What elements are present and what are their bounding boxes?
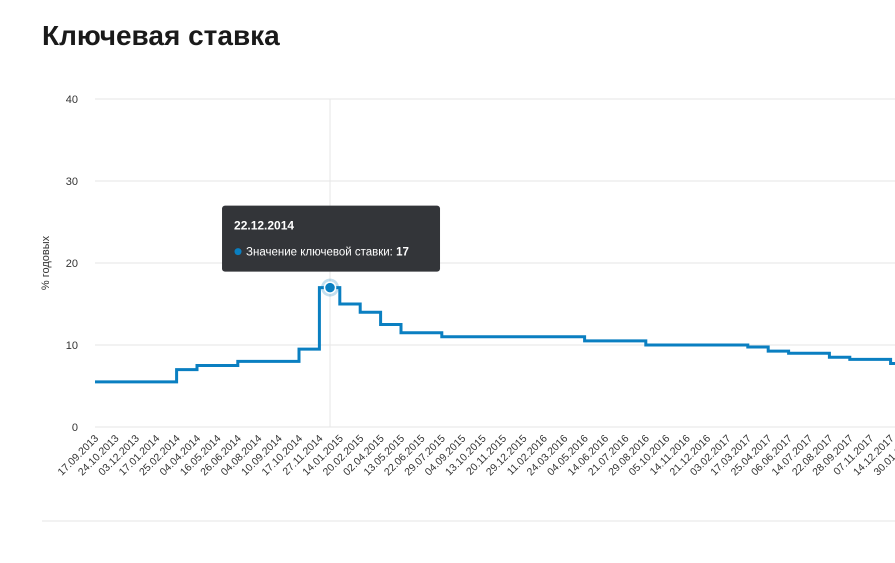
- y-tick-label: 40: [66, 94, 78, 106]
- step-line: [95, 286, 895, 384]
- y-tick-label: 30: [66, 176, 78, 188]
- tooltip-dot: [234, 248, 242, 256]
- y-axis-label: % годовых: [40, 235, 52, 290]
- tooltip-label: Значение ключевой ставки:: [246, 247, 393, 259]
- tooltip-date: 22.12.2014: [234, 219, 294, 233]
- y-tick-label: 20: [66, 258, 78, 270]
- tooltip: 22.12.2014 Значение ключевой ставки: 17: [222, 205, 441, 272]
- hover-point: [323, 281, 337, 294]
- tooltip-box: [222, 205, 441, 272]
- y-tick-label: 10: [66, 340, 78, 352]
- tooltip-line: Значение ключевой ставки: 17: [246, 247, 409, 259]
- tooltip-value: 17: [396, 247, 409, 259]
- y-tick-label: 0: [72, 422, 78, 434]
- chart-title: Ключевая ставка: [42, 20, 280, 51]
